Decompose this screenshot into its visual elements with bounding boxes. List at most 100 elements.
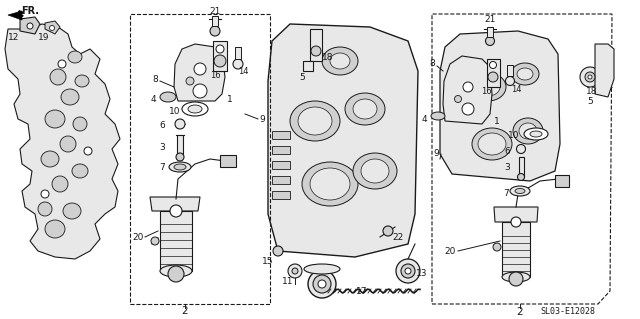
Ellipse shape [502, 272, 530, 282]
Text: 3: 3 [504, 162, 510, 172]
Polygon shape [440, 31, 560, 181]
Text: 17: 17 [356, 286, 368, 295]
Ellipse shape [476, 78, 500, 96]
Bar [502, 222, 530, 277]
Bar [272, 161, 290, 169]
Text: 10: 10 [169, 107, 180, 115]
Circle shape [168, 266, 184, 282]
Text: 14: 14 [237, 66, 248, 76]
Circle shape [214, 55, 226, 67]
Ellipse shape [431, 112, 445, 120]
Text: 10: 10 [508, 131, 520, 140]
Text: 18: 18 [323, 53, 333, 62]
Circle shape [194, 63, 206, 75]
Bar [303, 61, 313, 71]
Circle shape [580, 67, 600, 87]
Bar [212, 16, 218, 26]
Circle shape [463, 82, 473, 92]
Ellipse shape [517, 68, 533, 80]
Ellipse shape [72, 164, 88, 178]
Circle shape [288, 264, 302, 278]
Polygon shape [5, 24, 120, 259]
Text: 8: 8 [429, 60, 435, 69]
Text: 18: 18 [586, 86, 598, 95]
Ellipse shape [45, 110, 65, 128]
Circle shape [401, 264, 415, 278]
Circle shape [585, 72, 595, 82]
Bar [310, 29, 322, 61]
Polygon shape [268, 24, 418, 257]
Ellipse shape [290, 101, 340, 141]
Circle shape [486, 36, 495, 46]
Circle shape [151, 237, 159, 245]
Polygon shape [45, 21, 60, 34]
Circle shape [292, 268, 298, 274]
Polygon shape [150, 197, 200, 211]
Bar [213, 41, 227, 71]
Ellipse shape [470, 73, 506, 101]
Text: 16: 16 [210, 70, 220, 79]
Text: 4: 4 [150, 94, 156, 103]
Circle shape [509, 272, 523, 286]
Ellipse shape [345, 93, 385, 125]
Polygon shape [20, 17, 40, 34]
Bar [272, 176, 290, 184]
Bar [519, 157, 524, 177]
Ellipse shape [353, 99, 377, 119]
Circle shape [490, 62, 497, 69]
Polygon shape [8, 11, 22, 20]
Ellipse shape [322, 47, 358, 75]
Polygon shape [595, 44, 614, 97]
Text: 12: 12 [8, 33, 20, 41]
Ellipse shape [304, 264, 340, 274]
Text: 9: 9 [433, 150, 439, 159]
Circle shape [383, 226, 393, 236]
Ellipse shape [41, 151, 59, 167]
Bar [487, 59, 500, 87]
Circle shape [233, 59, 243, 69]
Circle shape [175, 119, 185, 129]
Text: 4: 4 [421, 115, 427, 123]
Polygon shape [174, 44, 225, 101]
Text: 16: 16 [481, 86, 492, 95]
Circle shape [186, 77, 194, 85]
Ellipse shape [169, 162, 191, 172]
Circle shape [516, 145, 525, 153]
Circle shape [193, 84, 207, 98]
Text: 6: 6 [504, 146, 510, 155]
Ellipse shape [302, 162, 358, 206]
Text: 3: 3 [159, 143, 165, 152]
Bar [272, 146, 290, 154]
Text: 2: 2 [516, 307, 524, 317]
Circle shape [210, 26, 220, 36]
Polygon shape [443, 56, 492, 124]
Circle shape [49, 26, 54, 31]
Circle shape [511, 217, 521, 227]
Ellipse shape [160, 265, 192, 277]
Ellipse shape [515, 189, 525, 194]
Text: FR.: FR. [21, 6, 39, 16]
Ellipse shape [75, 75, 89, 87]
Ellipse shape [361, 159, 389, 183]
Text: 22: 22 [392, 233, 404, 241]
Ellipse shape [353, 153, 397, 189]
Ellipse shape [63, 203, 81, 219]
Ellipse shape [73, 117, 87, 131]
Bar [220, 155, 236, 167]
Circle shape [488, 72, 498, 82]
Ellipse shape [510, 186, 530, 196]
Ellipse shape [478, 133, 506, 155]
Ellipse shape [68, 51, 82, 63]
Ellipse shape [60, 136, 76, 152]
Bar [555, 175, 569, 187]
Ellipse shape [52, 176, 68, 192]
Circle shape [170, 205, 182, 217]
Ellipse shape [511, 63, 539, 85]
Ellipse shape [330, 53, 350, 69]
Circle shape [41, 190, 49, 198]
Circle shape [493, 243, 501, 251]
Circle shape [313, 275, 331, 293]
Circle shape [216, 45, 224, 53]
Text: 8: 8 [152, 75, 158, 84]
Circle shape [311, 46, 321, 56]
